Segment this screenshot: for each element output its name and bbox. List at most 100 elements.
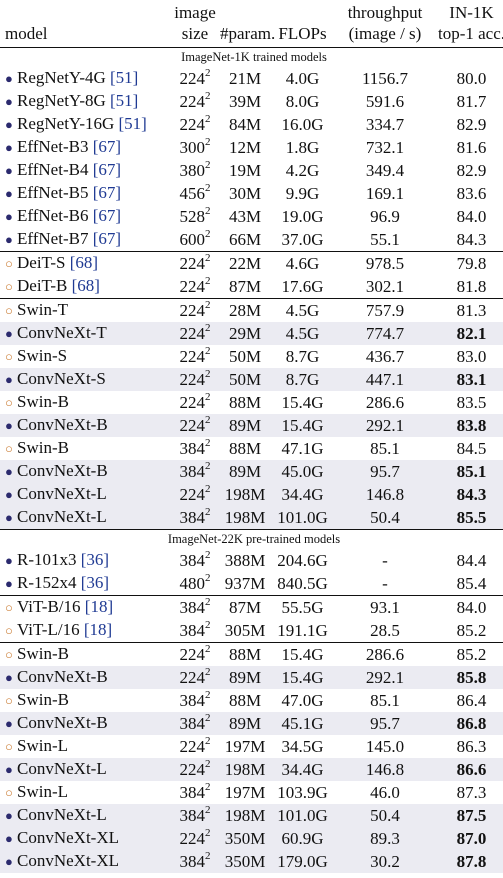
citation-link[interactable]: [68]: [71, 276, 100, 295]
image-resolution: 384: [179, 851, 206, 871]
citation-link[interactable]: [36]: [80, 550, 110, 569]
citation-link[interactable]: [67]: [92, 183, 122, 202]
throughput-cell: -: [382, 573, 388, 593]
param-cell: 350M: [220, 850, 270, 873]
accuracy-cell: 80.0: [456, 68, 487, 88]
throughput-cell: 145.0: [365, 736, 405, 756]
image-resolution: 224: [179, 300, 206, 320]
throughput-cell: 732.1: [365, 137, 405, 157]
image-size-cell: 3842: [170, 689, 220, 712]
throughput-cell: 28.5: [370, 620, 400, 640]
citation-link[interactable]: [51]: [118, 114, 147, 133]
param-cell: 30M: [228, 183, 262, 203]
image-resolution: 224: [179, 253, 206, 273]
flops-cell: 34.5G: [281, 736, 324, 756]
header-size: image size: [174, 3, 216, 43]
throughput-cell: 85.1: [370, 690, 400, 710]
param-cell: 21M: [228, 68, 262, 88]
image-resolution: 224: [179, 346, 206, 366]
citation-link[interactable]: [18]: [84, 597, 114, 616]
citation-link[interactable]: [67]: [92, 160, 122, 179]
filled-circle-icon: ●: [5, 716, 13, 731]
image-resolution: 224: [179, 484, 206, 504]
accuracy-cell: 83.5: [456, 392, 487, 412]
model-cell: ○ Swin-L: [0, 781, 170, 804]
throughput-cell: 55.1: [370, 229, 400, 249]
model-name: RegNetY-16G: [17, 114, 115, 133]
flops-cell: 4.5G: [270, 298, 335, 322]
filled-circle-icon: ●: [5, 232, 13, 247]
model-cell: ● ConvNeXt-B: [0, 460, 170, 483]
param-cell: 19M: [228, 160, 262, 180]
citation-link[interactable]: [67]: [92, 206, 122, 225]
model-name: Swin-T: [17, 300, 68, 319]
citation-link[interactable]: [36]: [80, 573, 110, 592]
squared-exponent: 2: [205, 734, 211, 747]
model-cell: ○ Swin-B: [0, 689, 170, 712]
citation-link[interactable]: [18]: [83, 620, 113, 639]
accuracy-cell: 83.6: [456, 183, 487, 203]
model-name: EffNet-B4: [17, 160, 89, 179]
model-name: ConvNeXt-L: [17, 484, 107, 503]
squared-exponent: 2: [205, 204, 211, 217]
accuracy-cell: 87.3: [456, 782, 487, 802]
flops-cell: 8.0G: [285, 91, 320, 111]
image-size-cell: 2242: [170, 251, 220, 275]
accuracy-cell: 79.8: [435, 251, 503, 275]
squared-exponent: 2: [205, 135, 211, 148]
citation-link[interactable]: [51]: [110, 68, 139, 87]
model-name: ConvNeXt-B: [17, 713, 108, 732]
hollow-circle-icon: ○: [5, 647, 13, 662]
table-row: ○ Swin-T 2242 28M 4.5G 757.9 81.3: [0, 298, 503, 322]
header-flops: FLOPs: [278, 24, 327, 43]
table-row: ● EffNet-B4 [67] 3802 19M 4.2G 349.4 82.9: [0, 159, 503, 182]
table-row: ● ConvNeXt-T 2242 29M 4.5G 774.7 82.1: [0, 322, 503, 345]
model-name: ConvNeXt-B: [17, 667, 108, 686]
hollow-circle-icon: ○: [5, 693, 13, 708]
image-resolution: 456: [179, 183, 206, 203]
param-cell: 50M: [228, 346, 262, 366]
filled-circle-icon: ●: [5, 186, 13, 201]
throughput-cell: 286.6: [335, 642, 435, 666]
model-name: Swin-B: [17, 392, 69, 411]
param-cell: 22M: [220, 251, 270, 275]
squared-exponent: 2: [205, 548, 211, 561]
accuracy-cell: 86.4: [456, 690, 487, 710]
model-cell: ● ConvNeXt-XL: [0, 850, 170, 873]
flops-cell: 47.0G: [281, 690, 324, 710]
model-name: EffNet-B5: [17, 183, 89, 202]
citation-link[interactable]: [67]: [92, 229, 122, 248]
accuracy-cell: 81.7: [456, 91, 487, 111]
param-cell: 305M: [224, 620, 266, 640]
squared-exponent: 2: [205, 618, 211, 631]
filled-circle-icon: ●: [5, 71, 13, 86]
model-name: ConvNeXt-B: [17, 415, 108, 434]
citation-link[interactable]: [67]: [92, 137, 122, 156]
citation-link[interactable]: [68]: [69, 253, 99, 272]
squared-exponent: 2: [205, 595, 211, 608]
flops-cell: 45.1G: [270, 712, 335, 735]
squared-exponent: 2: [205, 571, 211, 584]
image-resolution: 224: [179, 276, 206, 296]
filled-circle-icon: ●: [5, 94, 13, 109]
header-accuracy: IN-1K top-1 acc.: [437, 3, 503, 43]
model-name: ConvNeXt-XL: [17, 828, 119, 847]
squared-exponent: 2: [205, 505, 211, 518]
header-row: model image size #param. FLOPs throughput…: [0, 2, 503, 48]
image-resolution: 384: [179, 438, 206, 458]
param-cell: 198M: [220, 483, 270, 506]
model-name: ConvNeXt-L: [17, 805, 107, 824]
flops-cell: 840.5G: [277, 573, 328, 593]
throughput-cell: 169.1: [365, 183, 405, 203]
image-resolution: 224: [179, 828, 206, 848]
hollow-circle-icon: ○: [5, 303, 13, 318]
model-cell: ● ConvNeXt-B: [0, 414, 170, 437]
squared-exponent: 2: [205, 298, 211, 311]
model-name: EffNet-B7: [17, 229, 89, 248]
model-cell: ● ConvNeXt-XL: [0, 827, 170, 850]
param-cell: 937M: [224, 573, 266, 593]
model-name: ConvNeXt-XL: [17, 851, 119, 870]
table-row: ○ DeiT-B [68] 2242 87M 17.6G 302.1 81.8: [0, 275, 503, 299]
citation-link[interactable]: [51]: [110, 91, 139, 110]
